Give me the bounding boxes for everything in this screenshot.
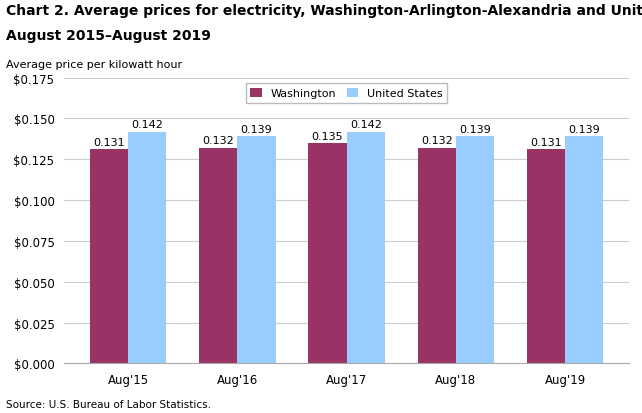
- Text: 0.139: 0.139: [459, 125, 491, 135]
- Text: 0.131: 0.131: [93, 138, 125, 148]
- Text: Chart 2. Average prices for electricity, Washington-Arlington-Alexandria and Uni: Chart 2. Average prices for electricity,…: [6, 4, 642, 18]
- Legend: Washington, United States: Washington, United States: [246, 84, 447, 103]
- Text: 0.142: 0.142: [350, 120, 382, 130]
- Text: 0.135: 0.135: [312, 131, 343, 141]
- Text: 0.142: 0.142: [132, 120, 163, 130]
- Bar: [527, 150, 565, 363]
- Bar: [418, 149, 456, 363]
- Bar: [128, 132, 166, 363]
- Bar: [347, 132, 385, 363]
- Text: Source: U.S. Bureau of Labor Statistics.: Source: U.S. Bureau of Labor Statistics.: [6, 399, 211, 409]
- Text: 0.139: 0.139: [241, 125, 272, 135]
- Bar: [199, 149, 238, 363]
- Bar: [308, 144, 347, 363]
- Text: August 2015–August 2019: August 2015–August 2019: [6, 29, 211, 43]
- Bar: [565, 137, 603, 363]
- Bar: [90, 150, 128, 363]
- Text: 0.139: 0.139: [568, 125, 600, 135]
- Text: 0.132: 0.132: [202, 136, 234, 146]
- Text: Average price per kilowatt hour: Average price per kilowatt hour: [6, 60, 182, 70]
- Bar: [238, 137, 275, 363]
- Bar: [456, 137, 494, 363]
- Text: 0.131: 0.131: [530, 138, 562, 148]
- Text: 0.132: 0.132: [421, 136, 453, 146]
